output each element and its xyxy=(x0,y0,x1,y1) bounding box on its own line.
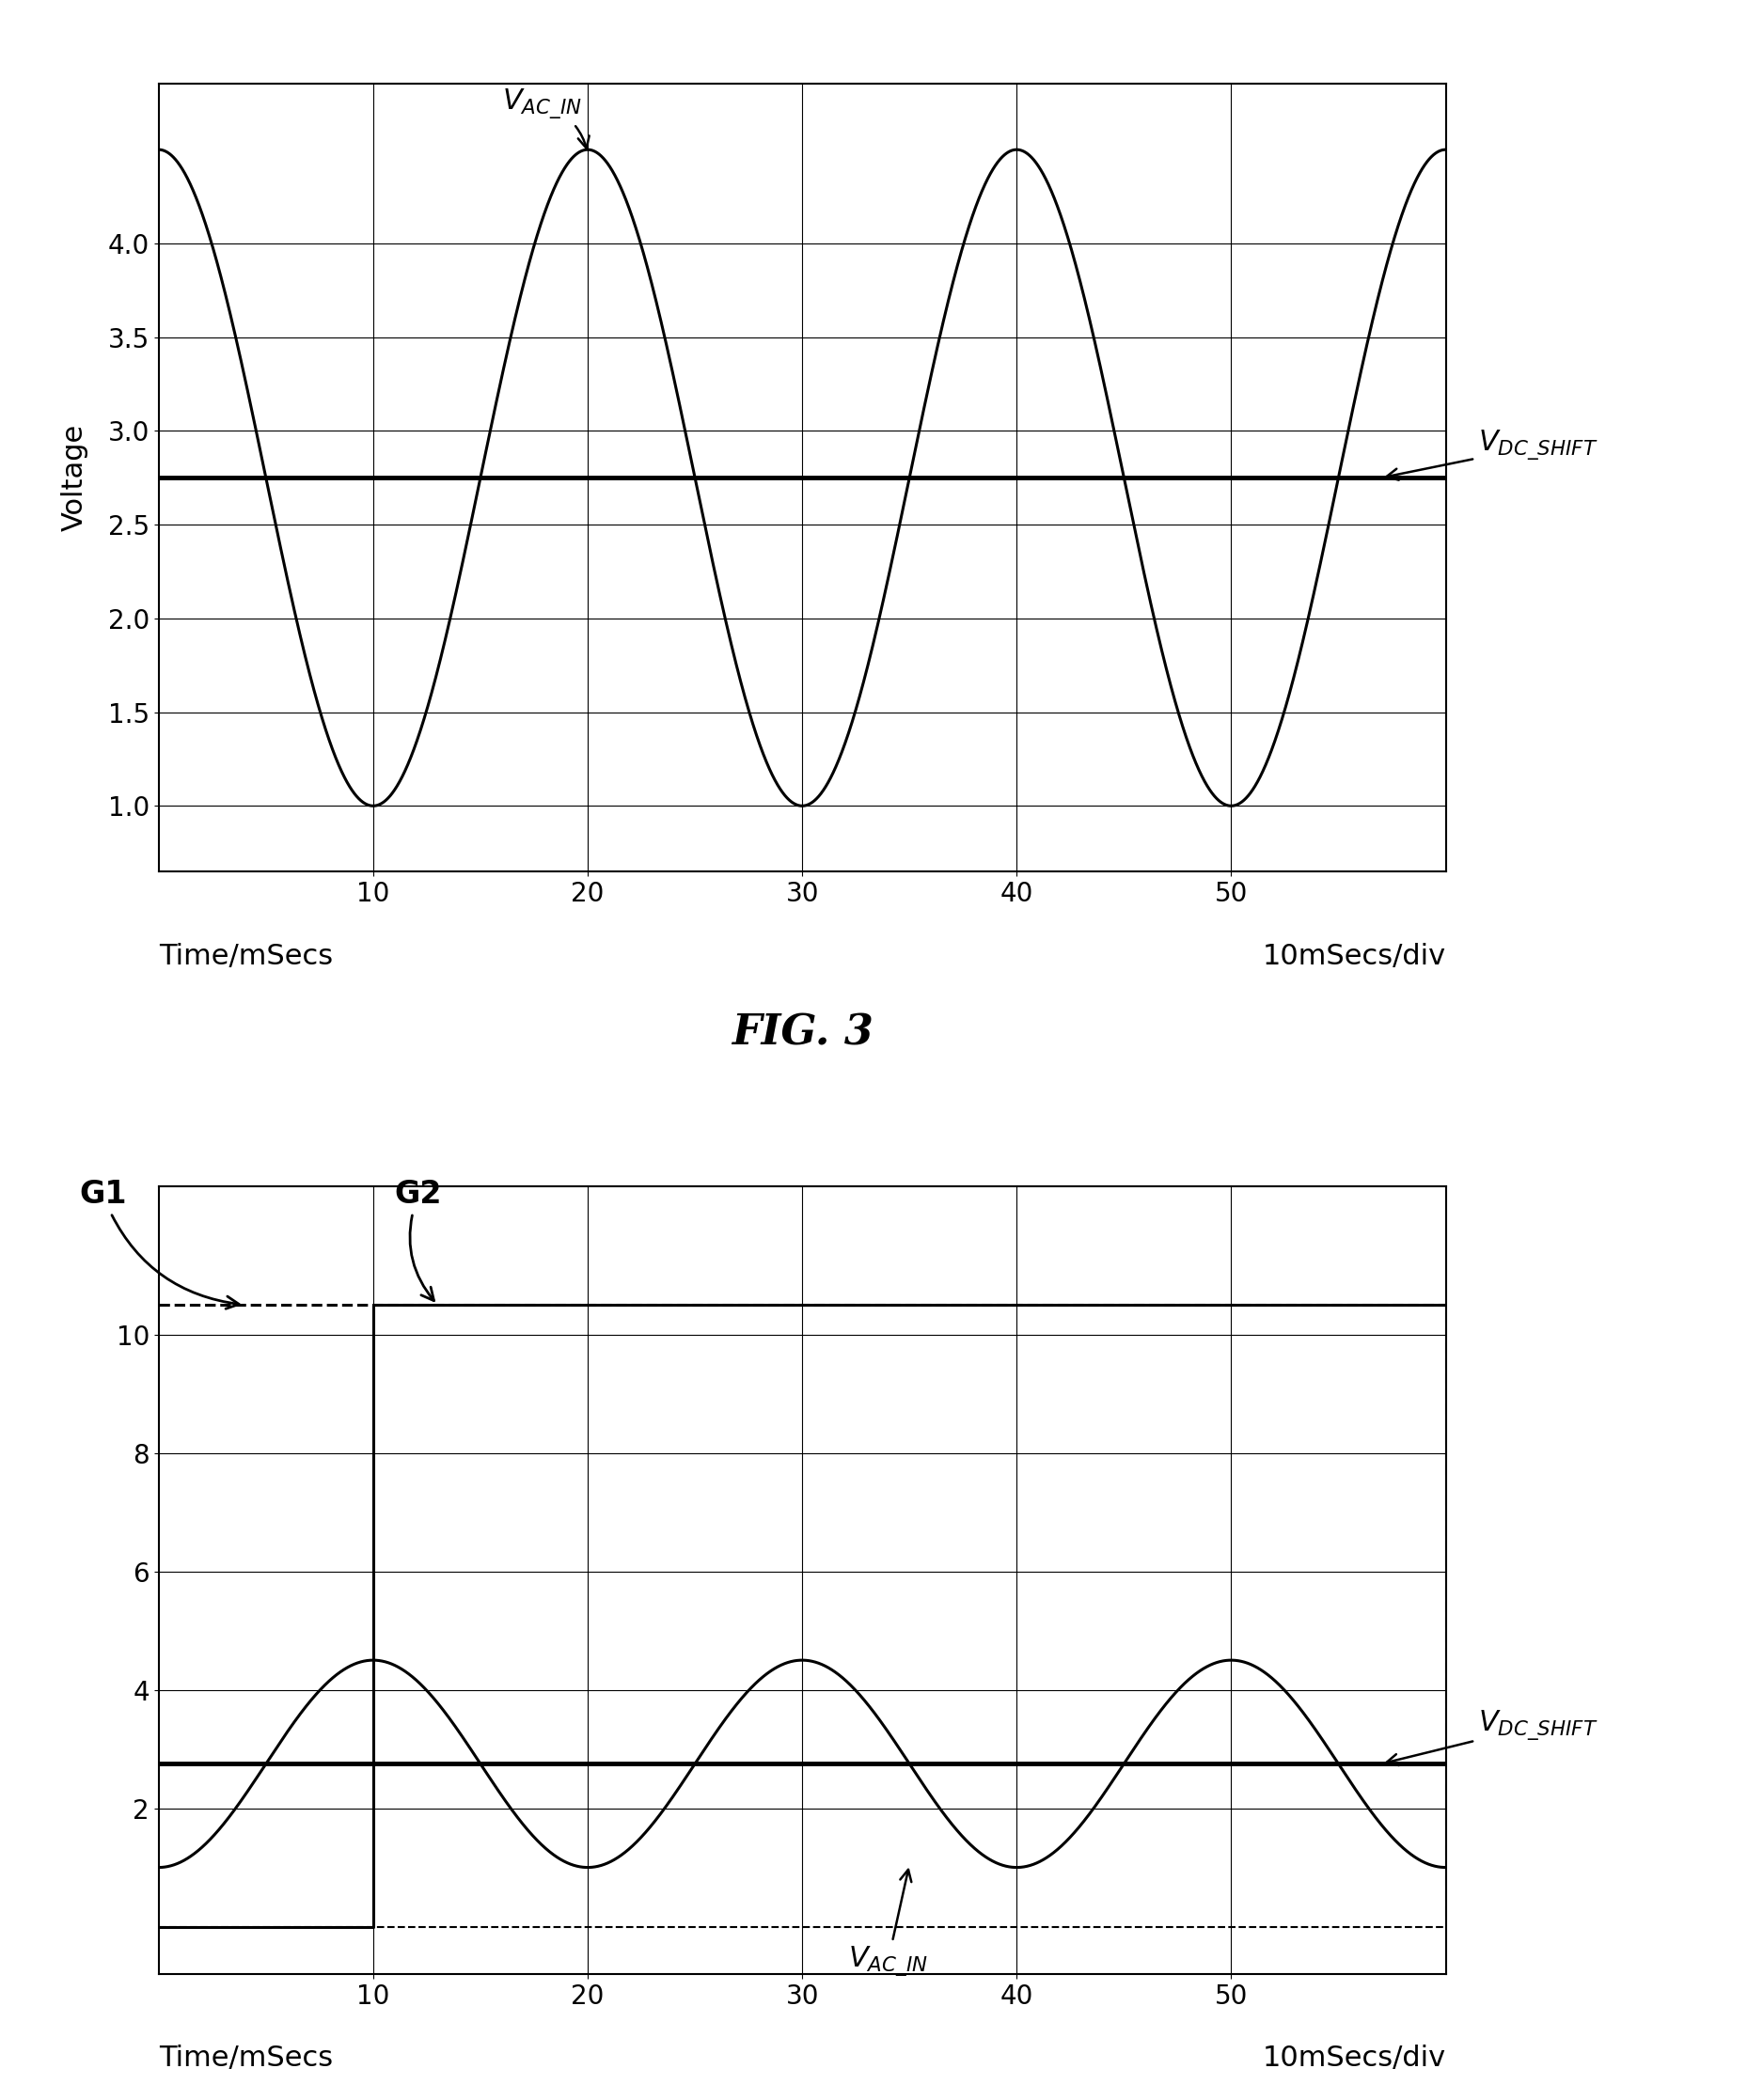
Text: $V_{AC\_IN}$: $V_{AC\_IN}$ xyxy=(848,1869,927,1978)
Text: Time/mSecs: Time/mSecs xyxy=(159,943,333,970)
Text: G2: G2 xyxy=(395,1180,443,1300)
Text: $V_{AC\_IN}$: $V_{AC\_IN}$ xyxy=(502,88,589,149)
Text: 10mSecs/div: 10mSecs/div xyxy=(1262,943,1446,970)
Text: FIG. 3: FIG. 3 xyxy=(732,1014,873,1054)
Text: $V_{DC\_SHIFT}$: $V_{DC\_SHIFT}$ xyxy=(1386,428,1597,481)
Text: 10mSecs/div: 10mSecs/div xyxy=(1262,2045,1446,2073)
Y-axis label: Voltage: Voltage xyxy=(60,424,88,531)
Text: Time/mSecs: Time/mSecs xyxy=(159,2045,333,2073)
Text: $V_{DC\_SHIFT}$: $V_{DC\_SHIFT}$ xyxy=(1386,1707,1597,1766)
Text: G1: G1 xyxy=(79,1180,240,1308)
